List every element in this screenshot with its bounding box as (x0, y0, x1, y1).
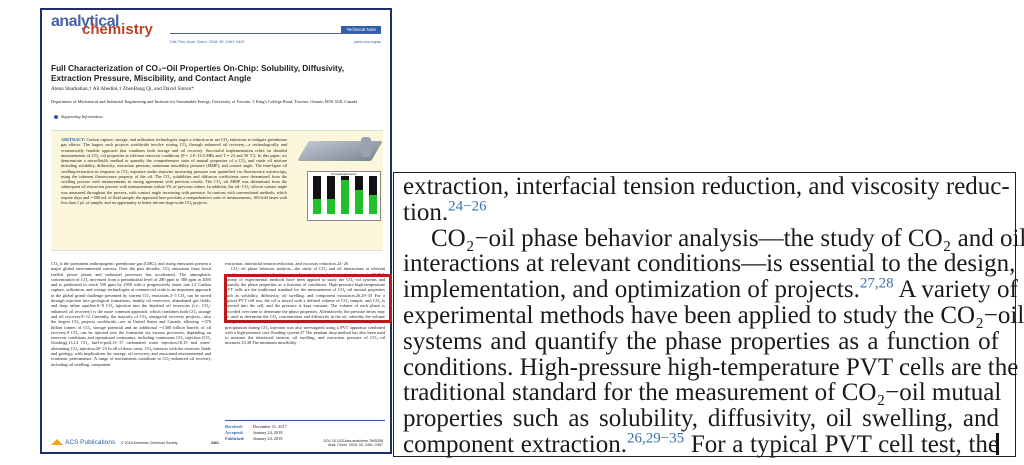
article-type-badge: Technical Note (341, 26, 381, 33)
inset-line: component extraction.26,29−35 For a typi… (403, 430, 999, 458)
inset-line: interactions at relevant conditions—is e… (403, 251, 1015, 277)
affiliation: Department of Mechanical and Industrial … (51, 99, 358, 104)
text-run: tion. (403, 198, 449, 226)
date-row: Received: December 21, 2017 (225, 424, 287, 429)
article-title: Full Characterization of CO₂−Oil Propert… (51, 63, 345, 83)
swelling-chart: Oil Swelling/Extraction (307, 171, 381, 221)
supporting-information-link[interactable]: Supporting Information (54, 114, 103, 119)
paper-page: analytical chemistry Technical Note Cite… (40, 8, 392, 454)
acs-publications-logo: ACS Publications (51, 439, 115, 446)
zoomed-text-inset: extraction, interfacial tension reductio… (393, 172, 1024, 458)
text-run: traditional standard for the measurement… (403, 379, 1002, 407)
toc-bar-fill (341, 179, 349, 214)
toc-bar (369, 176, 377, 214)
text-run: For a typical PVT cell test, the (684, 430, 999, 458)
toc-bar-fill (355, 190, 363, 214)
inset-line: conditions. High-pressure high-temperatu… (403, 354, 1018, 381)
citation-ref[interactable]: 26,29−35 (626, 430, 685, 447)
pressure-vessel-image (361, 137, 371, 157)
text-run: A variety of (893, 276, 1018, 304)
toc-bar-fill (327, 198, 335, 214)
inset-line: traditional standard for the measurement… (403, 379, 1002, 407)
inset-line: properties such as solubility, diffusivi… (403, 406, 999, 432)
highlight-box (224, 274, 392, 323)
text-run: systems and quantify the phase propertie… (403, 327, 999, 355)
toc-graphic: Oil Swelling/Extraction (297, 137, 383, 221)
text-run: properties such as solubility, diffusivi… (403, 405, 999, 433)
text-run: interactions at relevant conditions—is e… (403, 250, 1016, 278)
text-cursor (996, 433, 999, 455)
inset-line: experimental methods have been applied t… (403, 303, 1024, 329)
inset-line: systems and quantify the phase propertie… (403, 327, 999, 355)
inset-line: tion.24−26 (403, 198, 999, 226)
inset-line: extraction, interfacial tension reductio… (403, 174, 1010, 200)
toc-bar-fill (313, 198, 321, 214)
citation-ref[interactable]: 24−26 (448, 198, 487, 215)
authors: Atena Sharbatian,† Ali Abedini,† ZhenBan… (51, 86, 194, 92)
inset-text: extraction, interfacial tension reductio… (403, 174, 1024, 458)
inset-line: implementation, and optimization of proj… (403, 275, 1018, 304)
header-rule (170, 33, 381, 34)
text-run: experimental methods have been applied t… (403, 301, 1024, 329)
text-run: implementation, and optimization of proj… (403, 276, 860, 304)
publication-dates: Received: December 21, 2017 Accepted: Janua… (225, 420, 385, 442)
abstract-box: ABSTRACT: Carbon capture, storage, and u… (51, 130, 383, 251)
text-run: component extraction. (403, 430, 627, 458)
toc-bar (327, 176, 335, 214)
text-run: CO₂−oil phase behavior analysis—the stud… (431, 224, 1024, 252)
date-row: Accepted: January 24, 2018 (225, 430, 283, 435)
journal-logo: analytical chemistry (51, 13, 153, 38)
cite-this[interactable]: Cite This: Anal. Chem. 2018, 90, 2461−24… (170, 40, 245, 44)
toc-bar (341, 176, 349, 214)
journal-url[interactable]: pubs.acs.org/ac (354, 40, 381, 44)
inset-line: CO₂−oil phase behavior analysis—the stud… (403, 225, 1024, 252)
date-row: Published: January 24, 2018 (225, 436, 283, 441)
abstract-text: ABSTRACT: Carbon capture, storage, and u… (61, 137, 287, 205)
toc-bar-fill (369, 195, 377, 214)
text-run: conditions. High-pressure high-temperatu… (403, 353, 1019, 381)
body-left-column: CO₂ is the prominent anthropogenic green… (51, 261, 211, 367)
toc-bar (355, 176, 363, 214)
citation-ref[interactable]: 27,28 (859, 275, 894, 292)
text-run: extraction, interfacial tension reductio… (403, 173, 1010, 200)
toc-bar (313, 176, 321, 214)
